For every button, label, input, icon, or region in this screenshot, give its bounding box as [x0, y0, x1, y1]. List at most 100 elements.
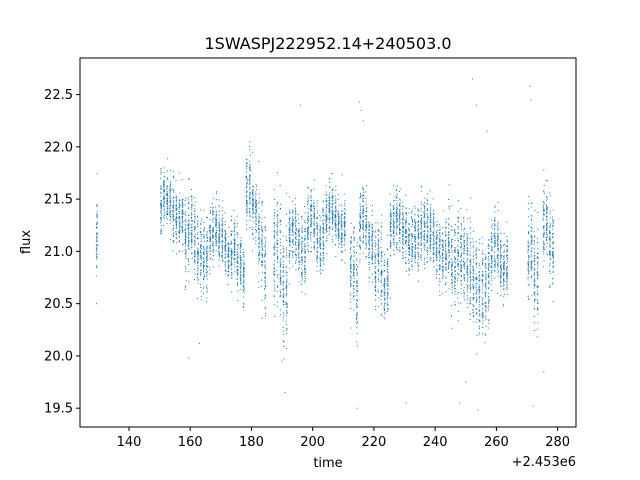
data-point [285, 249, 287, 251]
data-point [289, 244, 291, 246]
data-point [218, 248, 220, 250]
data-point [169, 211, 171, 213]
data-point [340, 214, 342, 216]
data-point [249, 178, 251, 180]
data-point [438, 244, 440, 246]
data-point [313, 213, 315, 215]
data-point [188, 225, 190, 227]
data-point [245, 190, 247, 192]
data-point [200, 269, 202, 271]
data-point [258, 238, 260, 240]
data-point [408, 269, 410, 271]
data-point [215, 214, 217, 216]
data-point [356, 299, 358, 301]
data-point [234, 247, 236, 249]
data-point [313, 214, 315, 216]
data-point [325, 198, 327, 200]
data-point [350, 237, 352, 239]
data-point [193, 220, 195, 222]
data-point [181, 218, 183, 220]
data-point [349, 248, 351, 250]
data-point [310, 215, 312, 217]
data-point [251, 198, 253, 200]
data-point [300, 243, 302, 245]
data-point [197, 265, 199, 267]
data-point [325, 222, 327, 224]
data-point [317, 252, 319, 254]
data-point [213, 248, 215, 250]
data-point [356, 299, 358, 301]
data-point [276, 224, 278, 226]
data-point [249, 192, 251, 194]
data-point [202, 279, 204, 281]
data-point [236, 281, 238, 283]
data-point [426, 262, 428, 264]
data-point [328, 230, 330, 232]
data-point [423, 234, 425, 236]
data-point [169, 223, 171, 225]
data-point [356, 272, 358, 274]
data-point [181, 212, 183, 214]
data-point [356, 252, 358, 254]
data-point [258, 247, 260, 249]
data-point [350, 241, 352, 243]
data-point [255, 224, 257, 226]
data-point [420, 248, 422, 250]
data-point [252, 227, 254, 229]
data-point [173, 208, 175, 210]
data-point [337, 211, 339, 213]
data-point [295, 239, 297, 241]
data-point [405, 250, 407, 252]
data-point [248, 180, 250, 182]
data-point [317, 242, 319, 244]
data-point [248, 208, 250, 210]
data-point [172, 250, 174, 252]
data-point [381, 278, 383, 280]
data-point [359, 212, 361, 214]
data-point [399, 239, 401, 241]
data-point [200, 232, 202, 234]
data-point [196, 233, 198, 235]
data-point [176, 227, 178, 229]
data-point [374, 289, 376, 291]
data-point [288, 229, 290, 231]
data-point [395, 197, 397, 199]
data-point [395, 231, 397, 233]
data-point [328, 233, 330, 235]
data-point [341, 240, 343, 242]
data-point [387, 249, 389, 251]
data-point [233, 261, 235, 263]
data-point [414, 248, 416, 250]
data-point [304, 205, 306, 207]
data-point [386, 261, 388, 262]
data-point [328, 226, 330, 228]
data-point [191, 203, 193, 205]
data-point [341, 235, 343, 237]
data-point [191, 238, 193, 240]
data-point [283, 256, 285, 258]
data-point [199, 255, 201, 257]
data-point [265, 315, 267, 317]
data-point [249, 164, 251, 166]
data-point [193, 256, 195, 258]
data-point [320, 227, 322, 229]
data-point [224, 256, 226, 258]
data-point [202, 271, 204, 273]
data-point [411, 233, 413, 235]
data-point [237, 260, 238, 262]
data-point [432, 248, 434, 250]
data-point [172, 206, 174, 208]
data-point [360, 194, 362, 196]
data-point [414, 230, 416, 232]
data-point [396, 215, 398, 217]
data-point [405, 240, 407, 242]
data-point [95, 247, 97, 249]
data-point [206, 272, 208, 274]
data-point [405, 253, 407, 255]
data-point [181, 229, 183, 231]
data-point [246, 210, 248, 212]
data-point [197, 215, 199, 217]
data-point [288, 237, 290, 239]
data-point [182, 227, 184, 229]
data-point [160, 200, 162, 202]
